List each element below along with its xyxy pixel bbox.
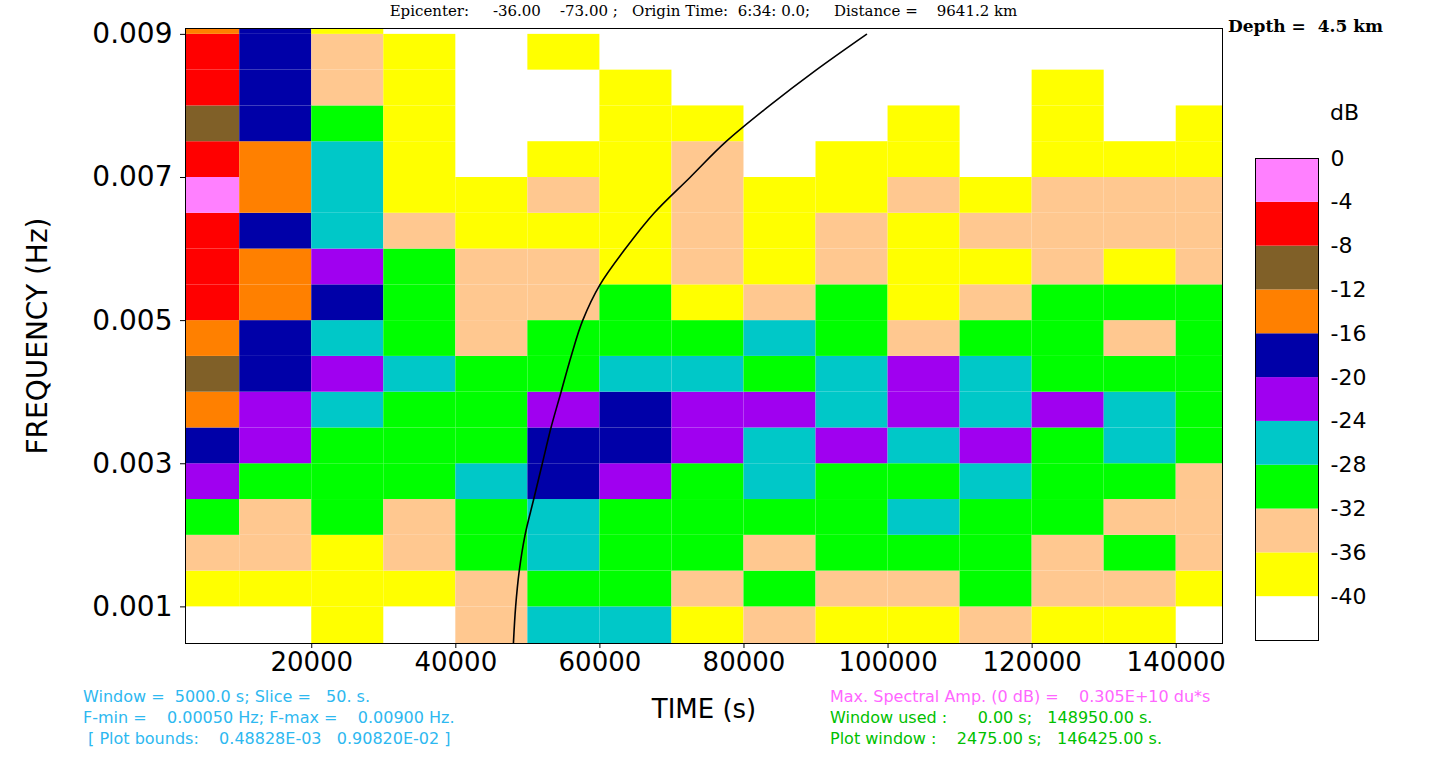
svg-text:-16: -16	[1331, 321, 1367, 346]
html-text:Max. Spectral Amp. (0 dB) = 0.: Max. Spectral Amp. (0 dB) = 0.305E+10 du…	[830, 687, 1211, 706]
svg-text:-24: -24	[1331, 408, 1367, 433]
svg-text:0.007: 0.007	[92, 160, 172, 193]
svg-text:-12: -12	[1331, 277, 1367, 302]
svg-text:0.009: 0.009	[92, 17, 172, 50]
svg-text:0: 0	[1331, 146, 1345, 171]
svg-text:140000: 140000	[1127, 647, 1226, 677]
html-text:dB: dB	[1330, 100, 1360, 125]
html-text:Window = 5000.0 s; Slice = 50.: Window = 5000.0 s; Slice = 50. s.	[83, 687, 370, 706]
svg-text:100000: 100000	[838, 647, 937, 677]
html-text:Epicenter: -36.00 -73.00 ; Ori: Epicenter: -36.00 -73.00 ; Origin Time: …	[389, 2, 1018, 20]
html-text:F-min = 0.00050 Hz; F-max = 0.: F-min = 0.00050 Hz; F-max = 0.00900 Hz.	[83, 708, 455, 727]
svg-text:0.003: 0.003	[92, 447, 172, 480]
svg-text:80000: 80000	[703, 647, 786, 677]
svg-text:20000: 20000	[270, 647, 353, 677]
svg-text:60000: 60000	[559, 647, 642, 677]
svg-text:40000: 40000	[414, 647, 497, 677]
svg-text:0.001: 0.001	[92, 590, 172, 623]
svg-text:-8: -8	[1331, 233, 1353, 258]
svg-text:FREQUENCY (Hz): FREQUENCY (Hz)	[21, 217, 54, 454]
svg-text:0.005: 0.005	[92, 304, 172, 337]
svg-text:-36: -36	[1331, 540, 1367, 565]
html-text:[ Plot bounds: 0.48828E-03 0.9: [ Plot bounds: 0.48828E-03 0.90820E-02 ]	[83, 729, 451, 748]
svg-text:120000: 120000	[983, 647, 1082, 677]
svg-text:-4: -4	[1331, 189, 1353, 214]
html-text:Plot window : 2475.00 s; 14642: Plot window : 2475.00 s; 146425.00 s.	[830, 729, 1162, 748]
svg-text:-20: -20	[1331, 365, 1367, 390]
html-text:Window used : 0.00 s; 148950.0: Window used : 0.00 s; 148950.00 s.	[830, 708, 1153, 727]
svg-text:-28: -28	[1331, 452, 1367, 477]
svg-text:-40: -40	[1331, 584, 1367, 609]
svg-text:TIME (s): TIME (s)	[651, 694, 757, 724]
svg-text:-32: -32	[1331, 496, 1367, 521]
html-text:Depth = 4.5 km: Depth = 4.5 km	[1228, 16, 1383, 36]
